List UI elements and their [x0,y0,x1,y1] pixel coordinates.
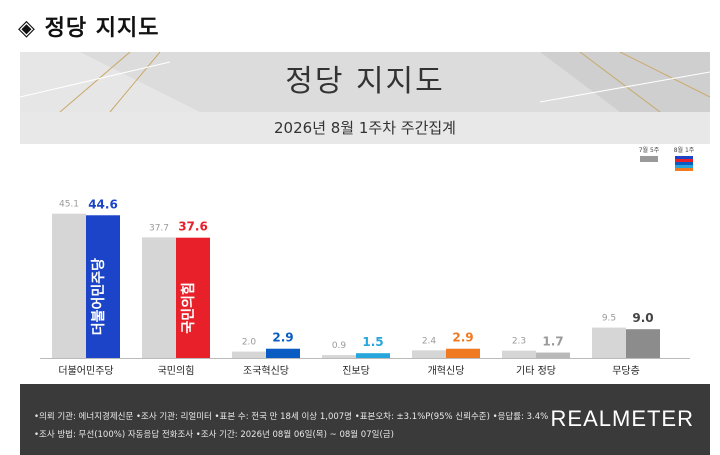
chart-subtitle: 2026년 8월 1주차 주간집계 [274,119,456,137]
bar-curr [626,329,660,358]
realmeter-logo: REALMETER [550,406,694,431]
value-label-curr: 44.6 [88,197,118,211]
party-logo-text: 더불어민주당 [90,258,107,335]
bar-prev [232,351,266,358]
bar-prev [412,350,446,358]
legend-prev-label: 7월 5주 [638,147,660,154]
bar-prev [592,327,626,358]
bar-prev [502,350,536,358]
value-label-curr: 1.5 [362,335,383,349]
category-label: 더불어민주당 [58,365,113,377]
subtitle-bar: 2026년 8월 1주차 주간집계 [20,112,710,144]
bar-curr [266,348,300,358]
category-label: 조국혁신당 [243,365,289,377]
survey-footer: •의뢰 기관: 에너지경제신문 •조사 기관: 리얼미터 •표본 수: 전국 만… [20,384,710,455]
party-logo-text: 국민의힘 [180,282,197,334]
value-label-prev: 2.0 [242,338,257,348]
legend-prev-swatch [640,156,658,162]
value-label-prev: 37.7 [149,223,169,233]
bar-curr [86,215,120,358]
bar-curr [356,353,390,358]
bar-prev [52,213,86,358]
value-label-prev: 2.4 [422,336,437,346]
legend-curr-label: 8월 1주 [673,147,695,154]
footer-note-1: •의뢰 기관: 에너지경제신문 •조사 기관: 리얼미터 •표본 수: 전국 만… [34,412,549,422]
title-banner: 정당 지지도 [20,52,710,112]
legend-prev: 7월 5주 [637,145,661,162]
legend-curr-swatch [675,156,693,171]
category-label: 국민의힘 [158,365,195,377]
category-label: 개혁신당 [428,365,465,377]
value-label-prev: 45.1 [59,200,79,210]
bar-curr [536,352,570,358]
legend-curr: 8월 1주 [672,145,696,171]
value-label-prev: 9.5 [602,314,616,324]
page-heading: ◈ 정당 지지도 [18,16,160,41]
category-label: 진보당 [342,365,370,377]
value-label-curr: 2.9 [452,331,473,345]
bar-curr [176,237,210,358]
value-label-curr: 2.9 [272,331,293,345]
banner-title: 정당 지지도 [285,64,445,99]
category-label: 무당층 [612,365,640,377]
value-label-curr: 1.7 [542,335,563,349]
value-label-curr: 37.6 [178,220,208,234]
value-label-curr: 9.0 [632,311,653,325]
footer-note-2: •조사 방법: 무선(100%) 자동응답 전화조사 •조사 기간: 2026년… [34,430,394,440]
value-label-prev: 0.9 [332,341,347,351]
bar-prev [142,237,176,358]
bar-curr [446,348,480,358]
banner-decoration [20,52,710,112]
value-label-prev: 2.3 [512,337,526,347]
category-label: 기타 정당 [516,365,556,377]
bar-prev [322,355,356,358]
